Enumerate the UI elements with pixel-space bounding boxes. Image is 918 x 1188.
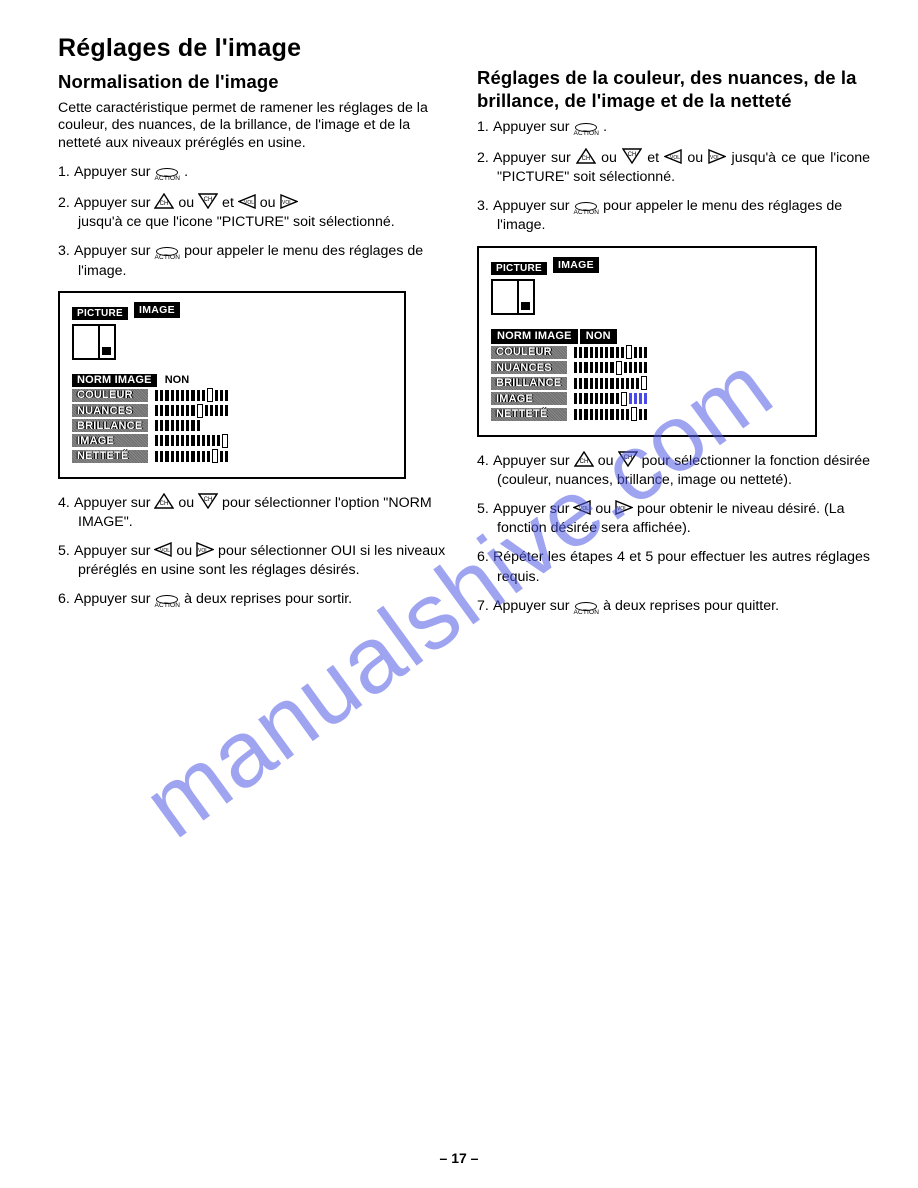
action-icon: ACTION [154,168,180,183]
osd-row: NUANCES [491,361,803,375]
vol-right-icon: VOL [708,149,726,164]
ch-down-icon: CH [198,493,218,509]
step-4: 4.Appuyer sur CH ou CH pour sélectionner… [58,493,451,532]
svg-text:CH: CH [623,455,632,461]
osd-row-norm: NORM IMAGE NON [72,374,392,387]
svg-text:CH: CH [582,156,591,162]
svg-text:VOL: VOL [244,200,254,206]
ch-down-icon: CH [198,193,218,209]
osd-row: NETTETÉ [491,407,803,421]
osd-row: IMAGE [491,392,803,406]
vol-left-icon: VOL [664,149,682,164]
ch-up-icon: CH [154,193,174,209]
steps-left: 1.Appuyer sur ACTION . 2.Appuyer sur CH … [58,163,451,281]
tv-icon [72,324,116,360]
ch-up-icon: CH [574,451,594,467]
svg-text:VOL: VOL [198,548,208,554]
sub-heading-right: Réglages de la couleur, des nuances, de … [477,67,870,112]
svg-text:VOL: VOL [710,155,720,161]
osd-row: IMAGE [72,434,392,448]
vol-right-icon: VOL [196,542,214,557]
svg-text:CH: CH [579,459,588,465]
step-5: 5.Appuyer sur VOL ou VOL pour sélectionn… [58,542,451,580]
steps-right: 1.Appuyer sur ACTION . 2.Appuyer sur CH … [477,118,870,236]
content-columns: Réglages de l'image Normalisation de l'i… [58,34,870,626]
osd-row: COULEUR [72,388,392,402]
ch-up-icon: CH [576,148,596,164]
page-number: – 17 – [0,1150,918,1166]
main-heading: Réglages de l'image [58,34,451,63]
step-6: 6.Répéter les étapes 4 et 5 pour effectu… [477,548,870,586]
step-7: 7.Appuyer sur ACTION à deux reprises pou… [477,597,870,617]
step-3: 3.Appuyer sur ACTION pour appeler le men… [58,242,451,281]
osd-image-label: IMAGE [553,257,599,273]
osd-image-label: IMAGE [134,302,180,318]
svg-text:VOL: VOL [281,200,291,206]
right-column: Réglages de la couleur, des nuances, de … [477,34,870,626]
steps-left-cont: 4.Appuyer sur CH ou CH pour sélectionner… [58,493,451,610]
action-icon: ACTION [154,595,180,610]
step-2: 2.Appuyer sur CH ou CH et VOL ou VOL jus… [477,148,870,187]
action-icon: ACTION [154,247,180,262]
osd-row: BRILLANCE [72,419,392,432]
ch-down-icon: CH [618,451,638,467]
vol-left-icon: VOL [154,542,172,557]
step-6: 6.Appuyer sur ACTION à deux reprises pou… [58,590,451,610]
ch-down-icon: CH [622,148,642,164]
step-1: 1.Appuyer sur ACTION . [58,163,451,183]
step-1: 1.Appuyer sur ACTION . [477,118,870,138]
osd-screenshot-left: PICTURE IMAGE NORM IMAGE NON COULEUR NUAN… [58,291,406,479]
step-3: 3.Appuyer sur ACTION pour appeler le men… [477,197,870,236]
svg-text:CH: CH [628,152,637,158]
step-5: 5.Appuyer sur VOL ou VOL pour obtenir le… [477,500,870,538]
osd-row-norm: NORM IMAGE NON [491,329,803,344]
steps-right-cont: 4.Appuyer sur CH ou CH pour sélectionner… [477,451,870,617]
osd-row: NETTETÉ [72,449,392,463]
tv-icon [491,279,535,315]
vol-left-icon: VOL [238,194,256,209]
osd-picture-label: PICTURE [491,262,547,275]
vol-right-icon: VOL [615,500,633,515]
svg-text:VOL: VOL [617,506,627,512]
vol-left-icon: VOL [573,500,591,515]
svg-text:CH: CH [204,197,213,203]
svg-text:VOL: VOL [160,548,170,554]
svg-text:VOL: VOL [670,155,680,161]
action-icon: ACTION [573,602,599,617]
action-icon: ACTION [573,123,599,138]
sub-heading-left: Normalisation de l'image [58,71,451,94]
ch-up-icon: CH [154,493,174,509]
svg-text:CH: CH [160,501,169,507]
svg-text:CH: CH [160,201,169,207]
osd-row: BRILLANCE [491,376,803,390]
step-2: 2.Appuyer sur CH ou CH et VOL ou VOL jus… [58,193,451,232]
svg-text:CH: CH [204,497,213,503]
svg-text:VOL: VOL [579,506,589,512]
action-icon: ACTION [573,202,599,217]
step-4: 4.Appuyer sur CH ou CH pour sélectionner… [477,451,870,490]
osd-row: COULEUR [491,345,803,359]
vol-right-icon: VOL [280,194,298,209]
osd-row: NUANCES [72,404,392,418]
left-column: Réglages de l'image Normalisation de l'i… [58,34,451,626]
osd-picture-label: PICTURE [72,307,128,320]
osd-screenshot-right: PICTURE IMAGE NORM IMAGE NON COULEUR NUAN… [477,246,817,437]
intro-left: Cette caractéristique permet de ramener … [58,100,451,154]
